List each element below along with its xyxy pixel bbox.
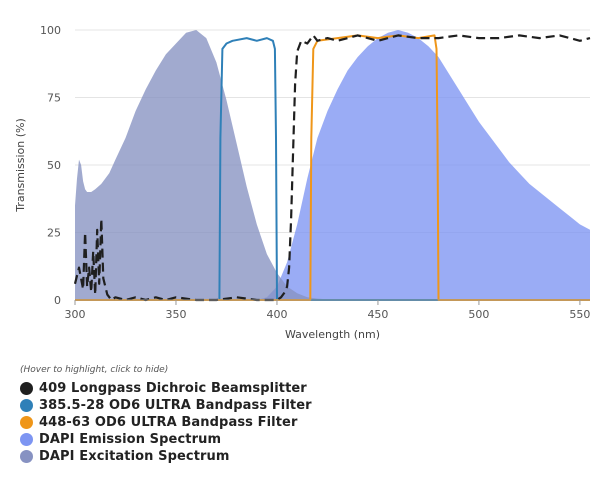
legend-label: 409 Longpass Dichroic Beamsplitter (39, 381, 307, 396)
legend-item-series-0[interactable]: 409 Longpass Dichroic Beamsplitter (20, 380, 312, 397)
legend-marker-icon (20, 399, 33, 412)
y-tick-label: 50 (47, 159, 61, 172)
chart: 300 350 400 450 500 550 0 25 50 75 100 Wavelength … (14, 24, 591, 341)
x-tick-label: 500 (468, 308, 489, 321)
x-axis-label: Wavelength (nm) (285, 328, 380, 341)
legend-label: DAPI Emission Spectrum (39, 432, 222, 447)
y-tick-label: 100 (40, 24, 61, 37)
x-tick-label: 400 (266, 308, 287, 321)
series-3-area[interactable] (256, 30, 590, 300)
legend-label: 385.5-28 OD6 ULTRA Bandpass Filter (39, 398, 312, 413)
x-tick-label: 450 (367, 308, 388, 321)
y-tick-label: 25 (47, 227, 61, 240)
legend: (Hover to highlight, click to hide) 409 … (20, 365, 312, 465)
y-tick-label: 75 (47, 92, 61, 105)
legend-label: DAPI Excitation Spectrum (39, 449, 230, 464)
legend-item-series-2[interactable]: 448-63 OD6 ULTRA Bandpass Filter (20, 414, 312, 431)
x-tick-label: 550 (569, 308, 590, 321)
legend-items: 409 Longpass Dichroic Beamsplitter 385.5-… (20, 380, 312, 465)
legend-marker-icon (20, 382, 33, 395)
legend-item-series-4[interactable]: DAPI Excitation Spectrum (20, 448, 312, 465)
series-layer (73, 30, 591, 302)
x-tick-label: 350 (165, 308, 186, 321)
legend-item-series-3[interactable]: DAPI Emission Spectrum (20, 431, 312, 448)
series-0-line[interactable] (73, 34, 591, 302)
x-tick-label: 300 (65, 308, 86, 321)
y-axis-label: Transmission (%) (14, 118, 27, 213)
legend-marker-icon (20, 416, 33, 429)
y-tick-label: 0 (54, 294, 61, 307)
tick-labels: 300 350 400 450 500 550 0 25 50 75 100 (40, 24, 590, 321)
series-2-line[interactable] (75, 34, 590, 301)
legend-item-series-1[interactable]: 385.5-28 OD6 ULTRA Bandpass Filter (20, 397, 312, 414)
axes (74, 299, 590, 305)
series-4-area[interactable] (75, 30, 338, 300)
legend-label: 448-63 OD6 ULTRA Bandpass Filter (39, 415, 298, 430)
legend-marker-icon (20, 433, 33, 446)
legend-hint: (Hover to highlight, click to hide) (20, 365, 169, 375)
legend-marker-icon (20, 450, 33, 463)
